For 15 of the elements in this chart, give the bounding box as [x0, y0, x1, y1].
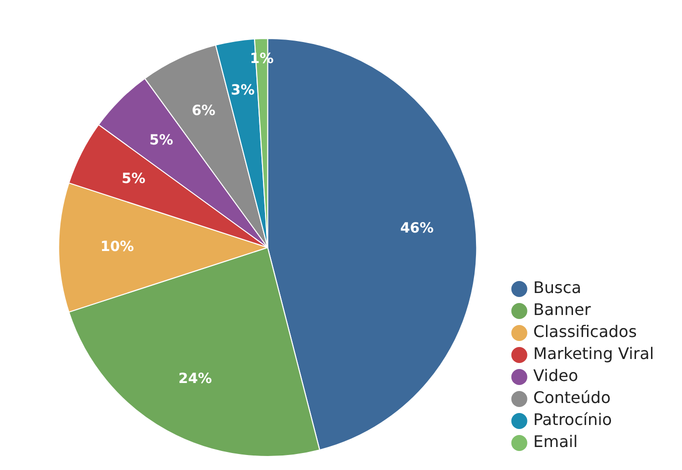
data-label: 3%: [230, 82, 255, 98]
legend-label: Patrocínio: [533, 410, 612, 430]
legend-label: Banner: [533, 300, 592, 320]
legend-label: Classificados: [533, 322, 637, 342]
legend-label: Busca: [533, 278, 582, 298]
legend-label: Conteúdo: [533, 388, 611, 408]
data-label: 46%: [400, 220, 434, 236]
legend-label: Video: [533, 366, 578, 386]
legend-label: Marketing Viral: [533, 344, 654, 364]
data-label: 5%: [122, 170, 146, 187]
data-label: 24%: [178, 371, 212, 388]
data-label: 10%: [100, 239, 134, 256]
data-label: 5%: [149, 132, 174, 149]
legend-label: Email: [533, 432, 578, 452]
data-label: 6%: [192, 102, 216, 119]
